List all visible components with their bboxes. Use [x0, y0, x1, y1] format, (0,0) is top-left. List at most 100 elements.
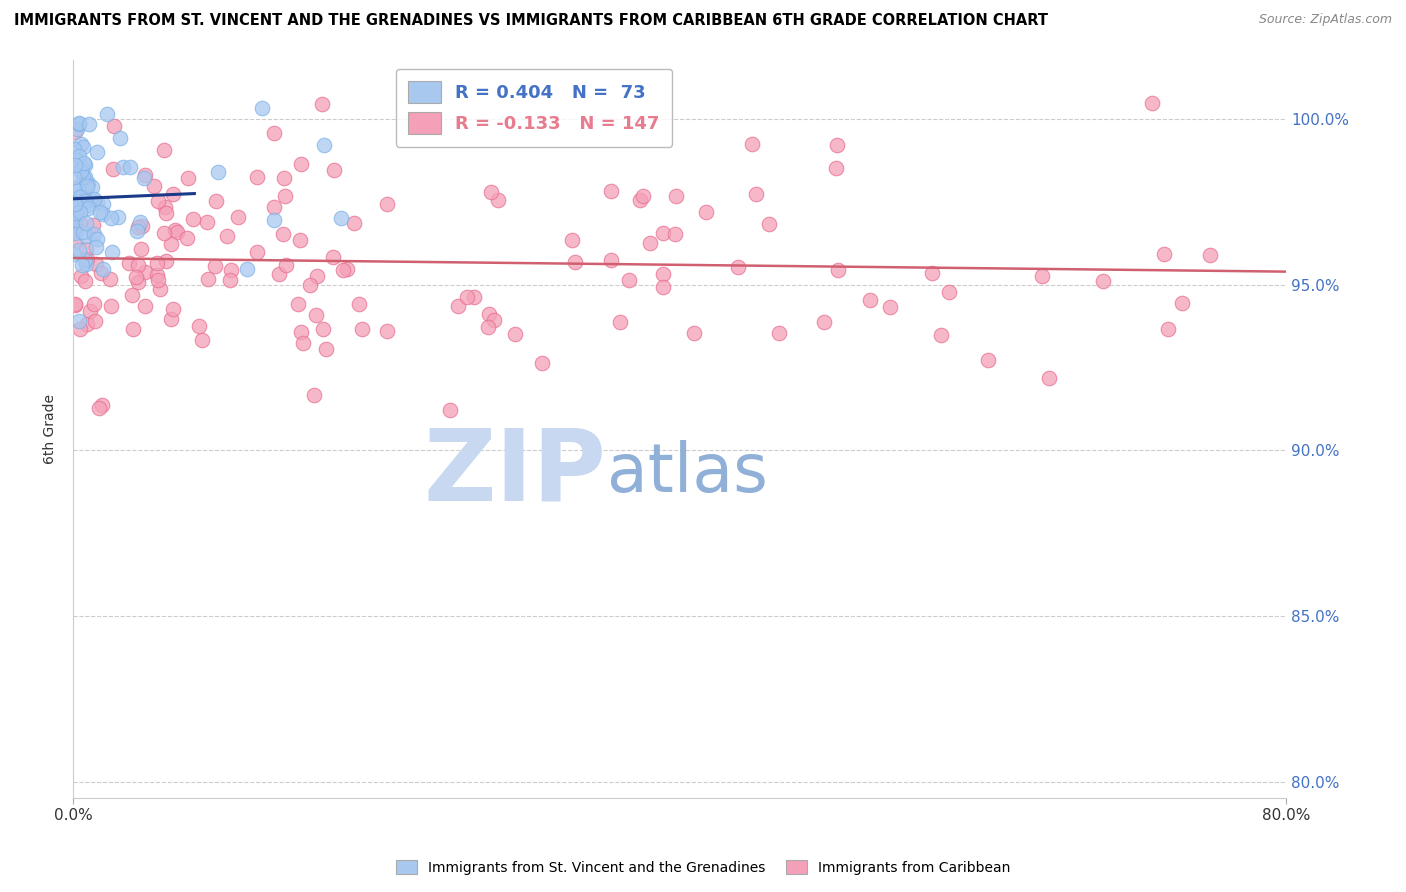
Point: [1092, 274, 1115, 288]
Point: [600, 253, 623, 268]
Point: [125, 224, 148, 238]
Point: [65, 122, 87, 136]
Point: [73, 156, 96, 170]
Point: [486, 193, 509, 207]
Point: [67, 149, 90, 163]
Point: [312, 322, 335, 336]
Point: [1031, 268, 1053, 283]
Point: [63, 195, 86, 210]
Point: [67, 116, 90, 130]
Point: [153, 200, 176, 214]
Point: [332, 263, 354, 277]
Point: [83, 297, 105, 311]
Point: [205, 194, 228, 209]
Point: [825, 137, 848, 152]
Point: [298, 278, 321, 293]
Point: [246, 170, 269, 185]
Point: [76, 179, 98, 194]
Point: [107, 211, 129, 225]
Point: [69, 196, 91, 211]
Point: [921, 267, 943, 281]
Point: [163, 223, 186, 237]
Point: [76, 252, 98, 266]
Point: [86, 145, 108, 159]
Point: [127, 276, 149, 290]
Point: [89, 205, 111, 219]
Point: [827, 263, 849, 277]
Point: [315, 342, 337, 356]
Point: [336, 261, 359, 276]
Point: [305, 308, 328, 322]
Point: [79, 303, 101, 318]
Point: [652, 279, 675, 293]
Point: [159, 311, 181, 326]
Point: [149, 282, 172, 296]
Point: [287, 297, 309, 311]
Point: [70, 268, 93, 283]
Point: [758, 217, 780, 231]
Point: [72, 140, 94, 154]
Point: [65, 221, 87, 235]
Point: [63, 210, 86, 224]
Point: [329, 211, 352, 225]
Point: [665, 189, 688, 203]
Point: [273, 227, 295, 242]
Point: [63, 297, 86, 311]
Point: [1198, 248, 1220, 262]
Point: [69, 189, 91, 203]
Point: [86, 194, 108, 209]
Point: [63, 297, 86, 311]
Point: [63, 158, 86, 172]
Point: [67, 314, 90, 328]
Point: [65, 153, 87, 167]
Point: [75, 229, 97, 244]
Point: [177, 170, 200, 185]
Point: [250, 101, 273, 115]
Point: [118, 160, 141, 174]
Point: [86, 232, 108, 246]
Point: [77, 117, 100, 131]
Point: [166, 226, 188, 240]
Point: [155, 206, 177, 220]
Point: [263, 200, 285, 214]
Point: [290, 157, 312, 171]
Point: [813, 315, 835, 329]
Point: [350, 322, 373, 336]
Point: [73, 194, 96, 209]
Point: [93, 207, 115, 221]
Point: [302, 387, 325, 401]
Point: [187, 318, 209, 333]
Point: [127, 219, 149, 234]
Point: [1140, 95, 1163, 110]
Point: [73, 253, 96, 268]
Point: [664, 227, 686, 241]
Point: [96, 107, 118, 121]
Point: [235, 262, 257, 277]
Point: [929, 327, 952, 342]
Point: [292, 336, 315, 351]
Point: [127, 258, 149, 272]
Point: [631, 189, 654, 203]
Point: [93, 262, 115, 277]
Point: [628, 193, 651, 207]
Point: [652, 267, 675, 281]
Point: [768, 326, 790, 340]
Y-axis label: 6th Grade: 6th Grade: [44, 394, 58, 464]
Point: [143, 179, 166, 194]
Point: [83, 314, 105, 328]
Point: [70, 137, 93, 152]
Point: [86, 257, 108, 271]
Point: [977, 352, 1000, 367]
Point: [67, 117, 90, 131]
Point: [162, 302, 184, 317]
Point: [76, 197, 98, 211]
Point: [195, 215, 218, 229]
Point: [63, 246, 86, 260]
Point: [153, 227, 176, 241]
Point: [463, 290, 485, 304]
Point: [72, 186, 94, 201]
Point: [83, 192, 105, 206]
Point: [67, 243, 90, 257]
Point: [176, 231, 198, 245]
Point: [63, 224, 86, 238]
